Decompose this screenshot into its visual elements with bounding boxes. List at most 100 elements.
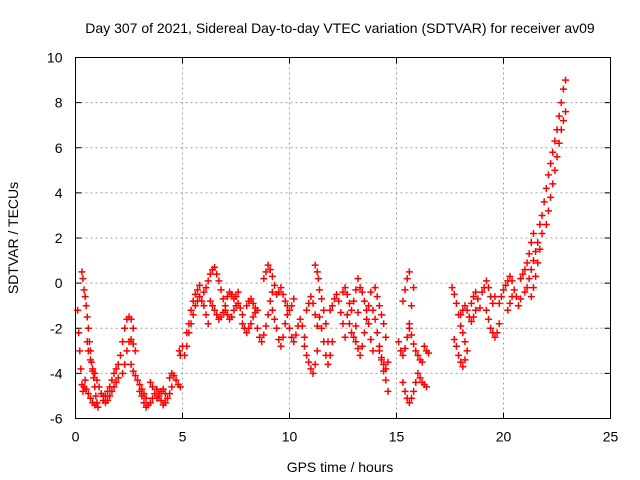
data-point [78, 268, 86, 276]
data-point [418, 358, 426, 366]
data-point [510, 286, 518, 294]
data-point [314, 275, 322, 283]
data-point [489, 299, 497, 307]
data-point [333, 290, 341, 298]
data-point [256, 333, 264, 341]
data-point [482, 306, 490, 314]
data-point [532, 248, 540, 256]
data-point [200, 288, 208, 296]
data-point [84, 324, 92, 332]
data-point [536, 220, 544, 228]
data-point [399, 378, 407, 386]
data-point [260, 275, 268, 283]
data-point [262, 268, 270, 276]
data-point [313, 347, 321, 355]
data-point [219, 295, 227, 303]
data-point [185, 320, 193, 328]
data-point [275, 336, 283, 344]
data-point [339, 288, 347, 296]
data-point [375, 302, 383, 310]
data-point [536, 245, 544, 253]
data-point [140, 399, 148, 407]
data-point [112, 378, 120, 386]
data-point [343, 311, 351, 319]
data-point [555, 139, 563, 147]
data-point [562, 76, 570, 84]
data-point [168, 383, 176, 391]
data-point [183, 342, 191, 350]
data-point [553, 153, 561, 161]
data-point [271, 315, 279, 323]
data-point [478, 288, 486, 296]
data-point [470, 293, 478, 301]
data-point [106, 392, 114, 400]
data-point [562, 108, 570, 116]
data-point [206, 297, 214, 305]
data-point [367, 288, 375, 296]
data-point [472, 288, 480, 296]
data-point [234, 299, 242, 307]
data-point [91, 369, 99, 377]
data-point [380, 360, 388, 368]
data-point [114, 360, 122, 368]
data-point [268, 288, 276, 296]
data-point [82, 385, 90, 393]
data-point [243, 329, 251, 337]
data-point [506, 299, 514, 307]
data-point [134, 376, 142, 384]
chart-title: Day 307 of 2021, Sidereal Day-to-day VTE… [85, 20, 595, 36]
data-point [425, 349, 433, 357]
data-point [448, 284, 456, 292]
x-tick-label: 0 [72, 429, 80, 445]
data-point [189, 297, 197, 305]
data-point [529, 284, 537, 292]
data-point [382, 376, 390, 384]
data-point [86, 356, 94, 364]
data-point [166, 374, 174, 382]
y-tick-label: -4 [50, 365, 63, 381]
data-point [382, 333, 390, 341]
data-point [108, 376, 116, 384]
y-tick-label: 4 [55, 185, 63, 201]
data-point [82, 302, 90, 310]
data-point [232, 293, 240, 301]
data-point [547, 160, 555, 168]
data-point [529, 257, 537, 265]
data-point [268, 306, 276, 314]
data-point [527, 293, 535, 301]
data-point [279, 290, 287, 298]
data-point [384, 358, 392, 366]
data-point [164, 394, 172, 402]
data-point [311, 261, 319, 269]
data-point [238, 320, 246, 328]
data-point [258, 338, 266, 346]
data-point [213, 270, 221, 278]
data-point [461, 302, 469, 310]
data-point [459, 329, 467, 337]
data-point [119, 338, 127, 346]
data-point [84, 390, 92, 398]
data-point [337, 308, 345, 316]
data-point [81, 376, 89, 384]
data-point [491, 333, 499, 341]
data-point [157, 396, 165, 404]
data-point [196, 281, 204, 289]
data-point [412, 378, 420, 386]
data-point [307, 293, 315, 301]
data-point [86, 394, 94, 402]
data-point [290, 338, 298, 346]
data-point [407, 331, 415, 339]
data-point [277, 342, 285, 350]
data-point [348, 329, 356, 337]
data-point [129, 324, 137, 332]
data-point [281, 320, 289, 328]
data-point [108, 387, 116, 395]
data-point [129, 367, 137, 375]
data-point [318, 324, 326, 332]
y-tick-label: -6 [50, 411, 63, 427]
data-point [95, 383, 103, 391]
data-point [264, 311, 272, 319]
data-point [123, 347, 131, 355]
data-point [230, 306, 238, 314]
